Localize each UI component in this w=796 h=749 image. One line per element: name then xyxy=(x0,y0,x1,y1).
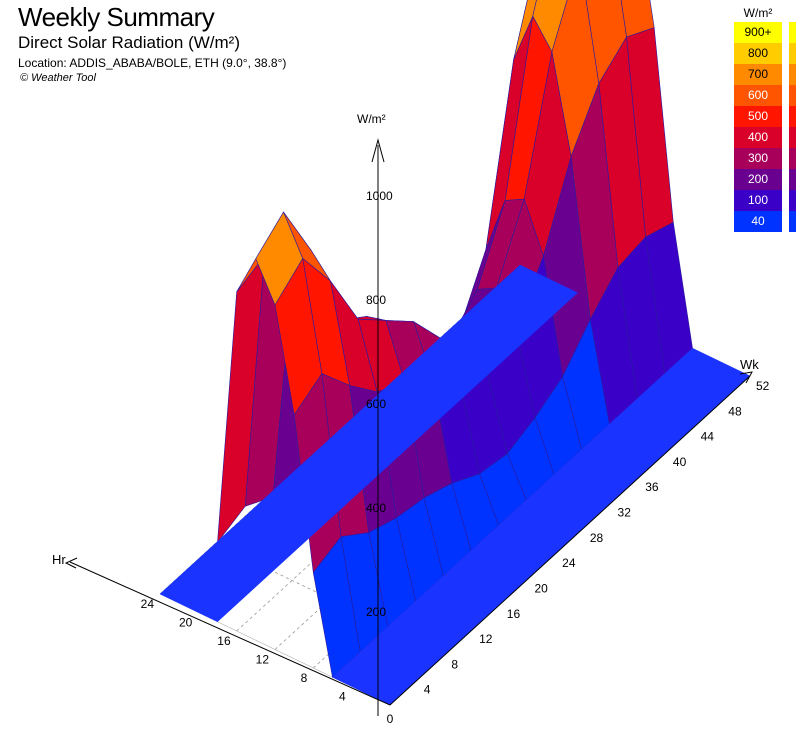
week-tick-label: 40 xyxy=(673,455,687,469)
legend-strip xyxy=(789,127,796,148)
color-legend: W/m² 900+ 800 700 600 500 400 300 200 100 40 xyxy=(734,0,796,232)
week-tick-label: 44 xyxy=(701,430,715,444)
hour-tick-label: 12 xyxy=(256,653,270,667)
week-tick-label: 32 xyxy=(618,506,632,520)
legend-swatch: 900+ xyxy=(734,22,782,43)
hour-axis-line xyxy=(69,561,391,706)
legend-swatch: 800 xyxy=(734,43,782,64)
legend-strip xyxy=(789,106,796,127)
legend-item: 300 xyxy=(734,148,796,169)
legend-strip xyxy=(789,43,796,64)
legend-swatch: 700 xyxy=(734,64,782,85)
location-label: Location: ADDIS_ABABA/BOLE, ETH (9.0°, 3… xyxy=(18,56,287,70)
hour-tick-label: 24 xyxy=(141,597,155,611)
week-tick-label: 24 xyxy=(562,556,576,570)
z-axis-arrow xyxy=(371,138,385,163)
chart-subtitle: Direct Solar Radiation (W/m²) xyxy=(18,33,240,52)
z-tick-label: 1000 xyxy=(366,189,393,203)
axis-ticks: 2004006008001000048121620242832364044485… xyxy=(141,189,770,726)
legend-strip xyxy=(789,148,796,169)
legend-swatch: 600 xyxy=(734,85,782,106)
night-floor xyxy=(159,264,578,623)
legend-rows: 900+ 800 700 600 500 400 300 200 100 40 xyxy=(734,22,796,232)
week-tick-label: 20 xyxy=(534,581,548,595)
legend-item: 600 xyxy=(734,85,796,106)
hour-tick-label: 20 xyxy=(179,616,193,630)
week-tick-label: 48 xyxy=(728,404,742,418)
z-tick-label: 200 xyxy=(366,605,386,619)
legend-swatch: 300 xyxy=(734,148,782,169)
hour-tick-label: 4 xyxy=(339,690,346,704)
chart-title: Weekly Summary xyxy=(18,2,215,32)
legend-item: 800 xyxy=(734,43,796,64)
credit-label: © Weather Tool xyxy=(20,72,96,84)
week-axis-arrow xyxy=(739,371,753,384)
legend-swatch: 200 xyxy=(734,169,782,190)
week-tick-label: 4 xyxy=(424,683,431,697)
hour-tick-label: 16 xyxy=(217,634,231,648)
legend-strip xyxy=(789,64,796,85)
week-tick-label: 12 xyxy=(479,632,493,646)
legend-strip xyxy=(789,85,796,106)
legend-swatch: 100 xyxy=(734,190,782,211)
hour-tick-label: 8 xyxy=(301,671,308,685)
legend-swatch: 40 xyxy=(734,211,782,232)
radiation-surface xyxy=(159,0,751,706)
legend-strip xyxy=(789,190,796,211)
axes: W/m² Wk Hr xyxy=(52,112,759,716)
legend-unit: W/m² xyxy=(743,6,773,20)
z-tick-label: 600 xyxy=(366,397,386,411)
legend-item: 100 xyxy=(734,190,796,211)
week-tick-label: 0 xyxy=(387,712,394,726)
week-tick-label: 36 xyxy=(645,480,659,494)
legend-strip xyxy=(789,169,796,190)
z-tick-label: 400 xyxy=(366,501,386,515)
legend-item: 500 xyxy=(734,106,796,127)
hour-axis-label: Hr xyxy=(52,552,66,567)
z-tick-label: 800 xyxy=(366,293,386,307)
week-tick-label: 8 xyxy=(451,657,458,671)
week-tick-label: 52 xyxy=(756,379,770,393)
legend-swatch: 500 xyxy=(734,106,782,127)
legend-strip xyxy=(789,211,796,232)
legend-item: 200 xyxy=(734,169,796,190)
legend-item: 40 xyxy=(734,211,796,232)
week-axis-line xyxy=(389,375,751,706)
legend-item: 900+ xyxy=(734,22,796,43)
week-axis-label: Wk xyxy=(740,357,759,372)
legend-strip xyxy=(789,22,796,43)
hour-axis-arrow xyxy=(64,557,78,569)
z-axis-label: W/m² xyxy=(357,112,386,126)
legend-swatch: 400 xyxy=(734,127,782,148)
legend-item: 700 xyxy=(734,64,796,85)
week-tick-label: 28 xyxy=(590,531,604,545)
legend-item: 400 xyxy=(734,127,796,148)
week-tick-label: 16 xyxy=(507,607,521,621)
